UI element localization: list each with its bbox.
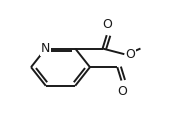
- Text: N: N: [41, 42, 50, 55]
- Text: O: O: [125, 48, 135, 61]
- Text: O: O: [117, 85, 127, 98]
- Text: O: O: [103, 18, 112, 31]
